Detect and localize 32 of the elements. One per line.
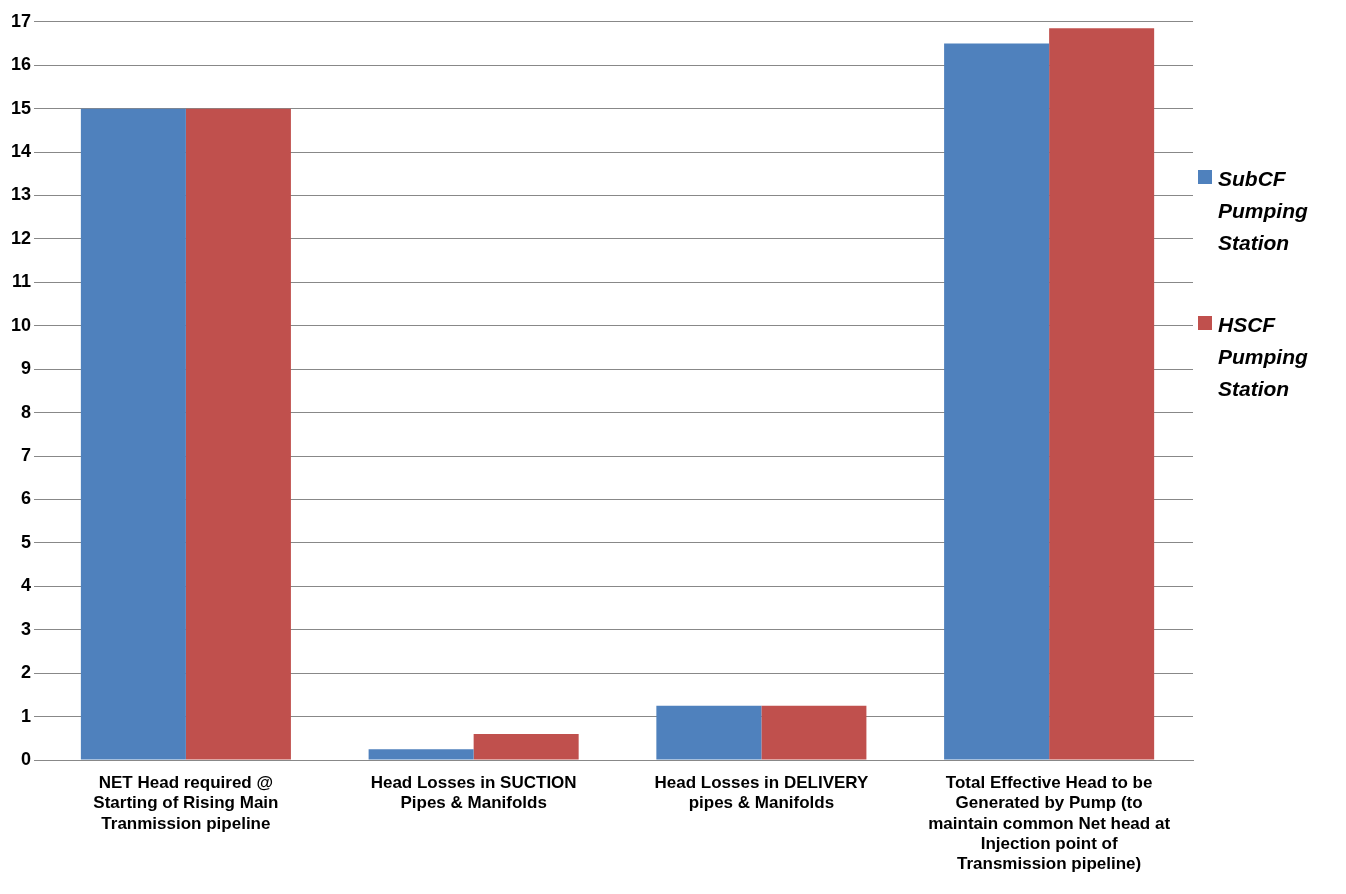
bar <box>185 108 291 760</box>
y-tick-label: 10 <box>10 314 32 335</box>
bar <box>944 43 1050 760</box>
y-tick-label: 15 <box>10 97 32 118</box>
x-tick-label: Head Losses in SUCTION Pipes & Manifolds <box>370 772 577 813</box>
bar <box>473 733 579 760</box>
y-tick-label: 12 <box>10 227 32 248</box>
y-tick-label: 3 <box>21 618 32 639</box>
bar <box>368 749 474 760</box>
y-tick-label: 2 <box>21 662 32 683</box>
y-tick-label: 14 <box>10 141 32 162</box>
y-tick-label: 9 <box>21 358 32 379</box>
y-tick-label: 4 <box>21 575 32 596</box>
legend-label: HSCF Pumping Station <box>1218 312 1309 402</box>
y-tick-label: 7 <box>21 445 32 465</box>
bar <box>656 705 762 760</box>
y-tick-label: 8 <box>21 401 32 422</box>
y-tick-label: 13 <box>10 184 32 205</box>
y-tick-label: 1 <box>21 705 32 726</box>
x-tick-label: Total Effective Head to be Generated by Pump (to maintain common Net head at Injection point of Transmission pipeline) <box>928 772 1171 874</box>
bar <box>80 108 186 760</box>
x-tick-label: NET Head required @ Starting of Rising Main Tranmission pipeline <box>93 772 279 833</box>
y-tick-label: 16 <box>10 54 32 75</box>
x-tick-label: Head Losses in DELIVERY pipes & Manifolds <box>654 772 869 813</box>
y-tick-label: 17 <box>10 10 32 31</box>
y-tick-label: 0 <box>21 748 32 769</box>
bar <box>761 705 867 760</box>
y-tick-label: 5 <box>21 531 32 552</box>
y-tick-label: 11 <box>11 271 32 292</box>
bar <box>1049 28 1155 760</box>
legend-label: SubCF Pumping Station <box>1218 166 1309 256</box>
y-tick-label: 6 <box>21 488 32 509</box>
